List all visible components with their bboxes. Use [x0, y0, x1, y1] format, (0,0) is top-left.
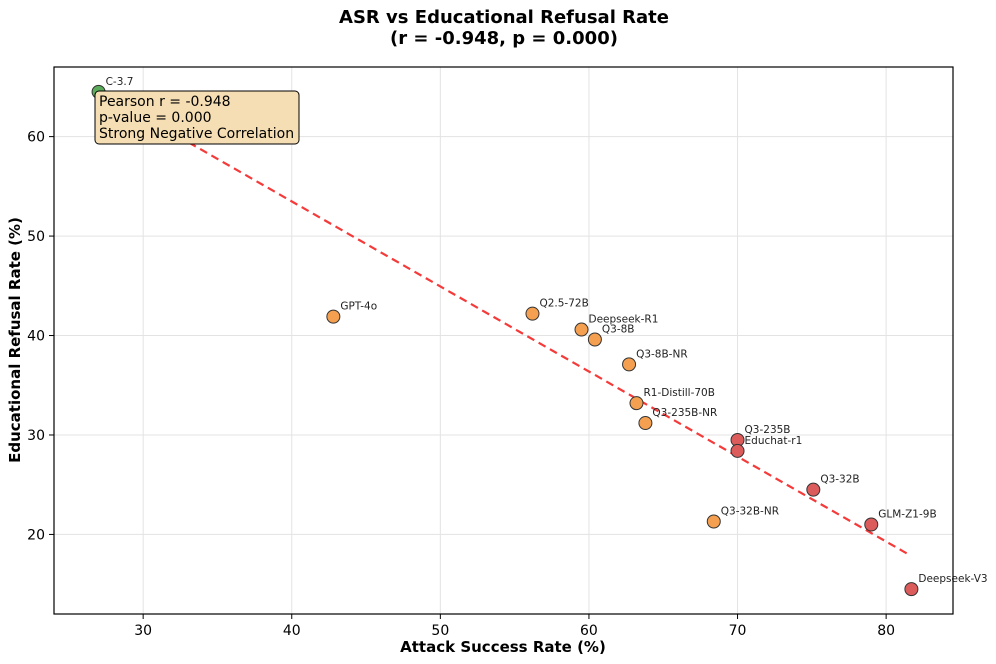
gridlines — [54, 67, 953, 614]
data-point — [574, 322, 589, 337]
data-point — [730, 443, 745, 458]
stats-pvalue: p-value = 0.000 — [99, 110, 212, 126]
chart-title: ASR vs Educational Refusal Rate — [339, 7, 669, 28]
y-tick-label: 20 — [27, 527, 45, 543]
x-tick-label: 80 — [877, 623, 895, 639]
point-label: R1-Distill-70B — [643, 387, 714, 399]
data-point — [904, 582, 919, 597]
y-axis-ticks: 20 30 40 50 60 — [27, 130, 54, 543]
x-tick-label: 30 — [134, 623, 152, 639]
data-point — [706, 514, 721, 529]
x-tick-label: 40 — [283, 623, 301, 639]
point-label: Q3-32B-NR — [721, 506, 779, 518]
point-label: Q2.5-72B — [539, 298, 588, 310]
trend-line — [98, 89, 909, 556]
point-label: Q3-235B — [745, 424, 791, 436]
data-point — [622, 357, 637, 372]
point-label: Q3-8B — [602, 324, 635, 336]
data-point — [525, 306, 540, 321]
point-label: Q3-8B-NR — [636, 348, 688, 360]
y-tick-label: 30 — [27, 428, 45, 444]
data-point — [638, 416, 653, 431]
stats-box: Pearson r = -0.948 p-value = 0.000 Stron… — [94, 90, 300, 145]
point-label: Q3-32B — [820, 474, 859, 486]
stats-pearson: Pearson r = -0.948 — [99, 94, 231, 110]
point-label: GPT-4o — [340, 301, 377, 313]
plot-frame — [53, 66, 954, 615]
chart-subtitle: (r = -0.948, p = 0.000) — [390, 28, 618, 49]
data-points — [91, 84, 919, 597]
data-point — [806, 482, 821, 497]
stats-box-background — [94, 90, 300, 145]
y-tick-label: 50 — [27, 229, 45, 245]
x-axis-ticks: 30 40 50 60 70 80 — [134, 614, 895, 639]
point-label: GLM-Z1-9B — [878, 508, 936, 520]
x-tick-label: 50 — [431, 623, 449, 639]
stats-correlation: Strong Negative Correlation — [99, 126, 294, 142]
point-label: Deepseek-R1 — [589, 314, 659, 326]
point-label: Educhat-r1 — [745, 435, 803, 447]
y-tick-label: 60 — [27, 130, 45, 146]
x-tick-label: 70 — [729, 623, 747, 639]
point-label: Q3-235B-NR — [652, 407, 717, 419]
data-point — [629, 396, 644, 411]
data-point — [587, 332, 602, 347]
y-tick-label: 40 — [27, 329, 45, 345]
point-labels: C-3.7 GPT-4o Q2.5-72BDeepseek-R1Q3-8BQ3-8B… — [106, 76, 988, 585]
data-point — [864, 517, 879, 532]
y-axis-label: Educational Refusal Rate (%) — [6, 217, 24, 463]
x-axis-label: Attack Success Rate (%) — [400, 638, 606, 656]
data-point — [326, 309, 341, 324]
point-label: C-3.7 — [106, 76, 134, 88]
x-tick-label: 60 — [580, 623, 598, 639]
